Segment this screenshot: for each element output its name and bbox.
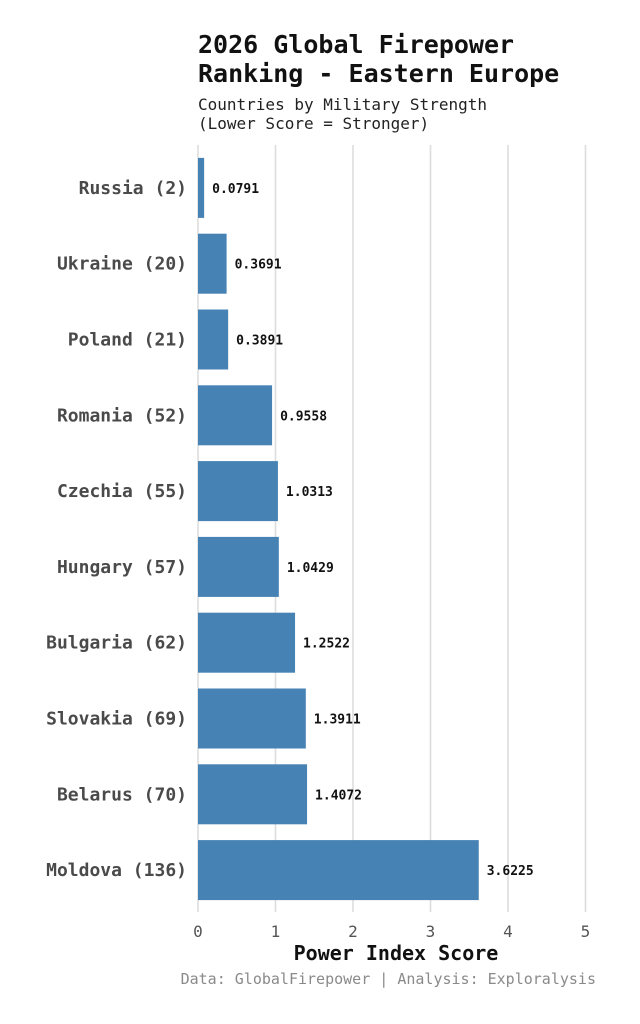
- category-label: Slovakia (69): [46, 709, 187, 730]
- x-axis-label: Power Index Score: [294, 941, 499, 965]
- x-tick-labels: 0 1 2 3 4 5: [193, 922, 590, 941]
- value-label: 3.6225: [487, 864, 534, 879]
- bar: [198, 840, 479, 901]
- bar: [198, 764, 308, 825]
- value-label: 0.3891: [236, 334, 283, 349]
- value-label: 1.0313: [286, 485, 333, 500]
- category-label: Czechia (55): [57, 481, 187, 502]
- category-label: Moldova (136): [46, 860, 187, 881]
- bar: [198, 612, 296, 673]
- x-tick-label: 4: [503, 922, 513, 941]
- bar: [198, 688, 306, 749]
- bar: [198, 157, 205, 218]
- x-tick-label: 5: [581, 922, 591, 941]
- value-label: 1.0429: [287, 561, 334, 576]
- value-label: 0.9558: [280, 409, 327, 424]
- source-note: Data: GlobalFirepower | Analysis: Explor…: [180, 970, 596, 988]
- bar: [198, 385, 273, 446]
- x-tick-label: 0: [193, 922, 203, 941]
- value-label: 1.2522: [303, 637, 350, 652]
- value-label: 0.0791: [212, 182, 259, 197]
- value-label: 1.4072: [315, 788, 362, 803]
- bar: [198, 309, 229, 370]
- bars: [198, 157, 479, 901]
- bar: [198, 536, 279, 597]
- category-label: Ukraine (20): [57, 254, 187, 275]
- category-label: Hungary (57): [57, 557, 187, 578]
- value-label: 0.3691: [235, 258, 282, 273]
- value-label: 1.3911: [314, 713, 361, 728]
- value-labels: 0.0791 0.3691 0.3891 0.9558 1.0313 1.0429 1.25…: [212, 182, 534, 879]
- x-tick-label: 2: [348, 922, 358, 941]
- category-label: Russia (2): [79, 178, 187, 199]
- bar: [198, 233, 227, 294]
- bar: [198, 461, 278, 522]
- chart-subtitle: Countries by Military Strength (Lower Sc…: [198, 95, 487, 133]
- category-label: Romania (52): [57, 405, 187, 426]
- category-label: Bulgaria (62): [46, 633, 187, 654]
- chart-title: 2026 Global Firepower Ranking - Eastern …: [198, 30, 560, 88]
- category-label: Belarus (70): [57, 784, 187, 805]
- x-tick-label: 1: [271, 922, 281, 941]
- x-tick-label: 3: [426, 922, 436, 941]
- category-label: Poland (21): [68, 330, 187, 351]
- category-labels: Russia (2) Ukraine (20) Poland (21) Romania…: [46, 178, 187, 881]
